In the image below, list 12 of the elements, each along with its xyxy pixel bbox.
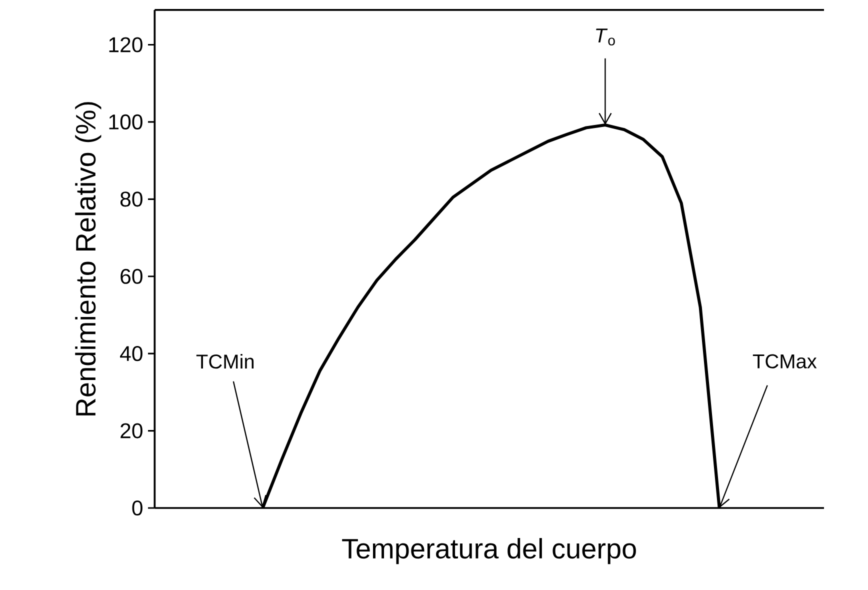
text: TCMax	[752, 354, 817, 368]
y-tick-label: 60	[120, 268, 142, 284]
y-tick-label: 0	[132, 500, 142, 516]
y-tick-label: 40	[120, 346, 142, 362]
y-tick-label: 80	[120, 192, 142, 207]
annotation: T$_{o}$	[596, 28, 615, 46]
annotation: TCMin	[196, 354, 254, 369]
y-tick-label: 20	[120, 423, 142, 438]
x-axis-title: Temperatura del cuerpo	[342, 538, 636, 564]
y-tick-label: 100	[109, 114, 142, 130]
y-tick-label: 120	[109, 37, 142, 52]
y-axis-title: Rendimiento Relativo (%)	[75, 102, 102, 416]
